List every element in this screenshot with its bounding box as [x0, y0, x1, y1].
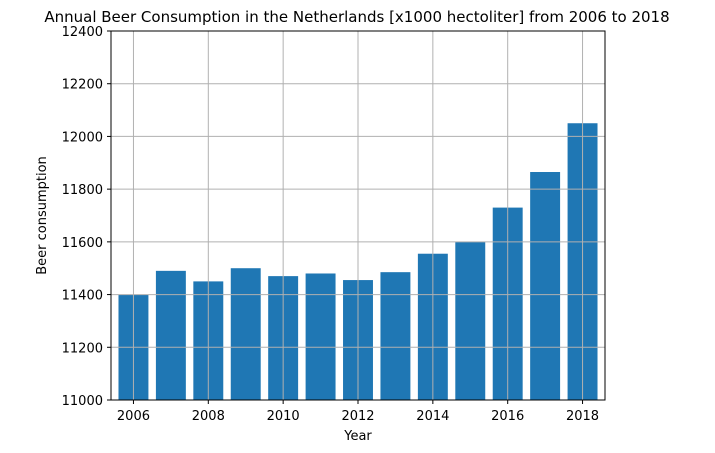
y-axis-label: Beer consumption	[35, 156, 50, 275]
x-tick-label-2018: 2018	[566, 409, 599, 424]
x-tick-label-2008: 2008	[192, 409, 225, 424]
y-tick-label-11400: 11400	[62, 289, 103, 304]
bar-2007	[155, 270, 186, 400]
y-tick-label-12400: 12400	[62, 25, 103, 40]
bar-2013	[380, 272, 411, 400]
x-tick-label-2006: 2006	[117, 409, 150, 424]
chart-title: Annual Beer Consumption in the Netherlan…	[44, 8, 669, 26]
y-tick-label-12000: 12000	[62, 130, 103, 145]
x-tick-label-2012: 2012	[341, 409, 374, 424]
x-tick-label-2016: 2016	[491, 409, 524, 424]
ticks: 2006 2008 2010 2012 2014 2016 2018 11000 11200 11…	[62, 25, 599, 424]
bar-2009	[230, 268, 261, 400]
y-tick-label-12200: 12200	[62, 78, 103, 93]
bar-2015	[455, 241, 486, 400]
y-tick-label-11600: 11600	[62, 236, 103, 251]
x-tick-label-2010: 2010	[267, 409, 300, 424]
bar-2017	[530, 172, 561, 400]
x-tick-label-2014: 2014	[416, 409, 449, 424]
y-tick-label-11200: 11200	[62, 341, 103, 356]
y-tick-label-11000: 11000	[62, 394, 103, 409]
y-tick-label-11800: 11800	[62, 183, 103, 198]
bar-2011	[305, 273, 336, 400]
x-axis-label: Year	[343, 429, 372, 444]
